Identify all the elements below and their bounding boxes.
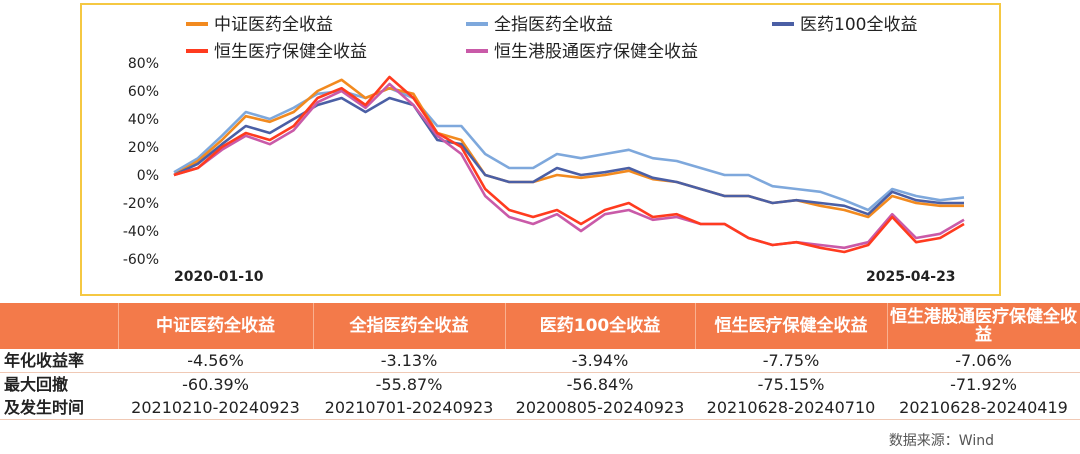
x-end-label: 2025-04-23 [866, 269, 956, 285]
table-cell: 20200805-20240923 [505, 396, 695, 420]
table-row-period: 及发生时间 20210210-20240923 20210701-2024092… [0, 396, 1080, 420]
x-start-label: 2020-01-10 [174, 269, 264, 285]
row-label-period: 及发生时间 [0, 396, 118, 420]
y-tick-label: 60% [128, 84, 159, 100]
table-cell: 20210628-20240419 [887, 396, 1080, 420]
stats-table: 中证医药全收益 全指医药全收益 医药100全收益 恒生医疗保健全收益 恒生港股通… [0, 303, 1080, 420]
y-tick-label: -40% [123, 224, 159, 240]
table-cell: 20210210-20240923 [118, 396, 313, 420]
table-cell: 20210701-20240923 [313, 396, 505, 420]
y-tick-label: 0% [137, 168, 159, 184]
legend-label: 中证医药全收益 [214, 15, 333, 35]
y-axis-ticks: 80% 60% 40% 20% 0% -20% -40% -60% [123, 56, 159, 268]
table-header-hsggt: 恒生港股通医疗保健全收益 [887, 303, 1080, 349]
series-lines [173, 75, 965, 254]
source-note: 数据来源：Wind [888, 433, 994, 449]
table-cell: -60.39% [182, 374, 249, 394]
series-line [173, 86, 965, 212]
y-tick-label: -20% [123, 196, 159, 212]
table-cell: -71.92% [950, 374, 1017, 394]
legend-label: 医药100全收益 [800, 15, 917, 35]
table-header-qzyy: 全指医药全收益 [313, 303, 506, 349]
table-header-row: 中证医药全收益 全指医药全收益 医药100全收益 恒生医疗保健全收益 恒生港股通… [0, 303, 1080, 349]
table-cell: -75.15% [757, 374, 825, 394]
y-tick-label: 80% [128, 56, 159, 72]
table-cell: 20210628-20240710 [695, 396, 887, 420]
y-tick-label: -60% [123, 252, 159, 268]
table-row-annual: 年化收益率 -4.56% -3.13% -3.94% -7.75% -7.06% [0, 349, 1080, 373]
series-line [173, 78, 964, 219]
series-line [173, 82, 965, 250]
table-header-hsylbj: 恒生医疗保健全收益 [695, 303, 888, 349]
table-cell: -56.84% [566, 374, 634, 394]
table-cell: -7.06% [887, 349, 1080, 373]
legend-label: 恒生医疗保健全收益 [214, 42, 367, 62]
series-line [173, 75, 965, 254]
table-header-yy100: 医药100全收益 [505, 303, 696, 349]
table-cell: -3.94% [505, 349, 695, 373]
table-header-zzyy: 中证医药全收益 [118, 303, 314, 349]
table-cell: -4.56% [118, 349, 313, 373]
table-cell: -3.13% [313, 349, 505, 373]
legend-label: 全指医药全收益 [494, 15, 613, 35]
table-header-corner [0, 303, 119, 349]
table-cell: -55.87% [375, 374, 443, 394]
y-tick-label: 20% [128, 140, 159, 156]
y-tick-label: 40% [128, 112, 159, 128]
table-cell: -7.75% [695, 349, 887, 373]
row-label-annual: 年化收益率 [0, 349, 118, 373]
table-row-drawdown: 最大回撤 -60.39% -55.87% -56.84% -75.15% -71… [0, 373, 1080, 397]
chart-panel: 中证医药全收益 全指医药全收益 医药100全收益恒生医疗保健全收益 恒生港股通医疗保健… [80, 3, 1001, 296]
legend-label: 恒生港股通医疗保健全收益 [494, 42, 698, 62]
row-label-drawdown: 最大回撤 [4, 374, 69, 394]
